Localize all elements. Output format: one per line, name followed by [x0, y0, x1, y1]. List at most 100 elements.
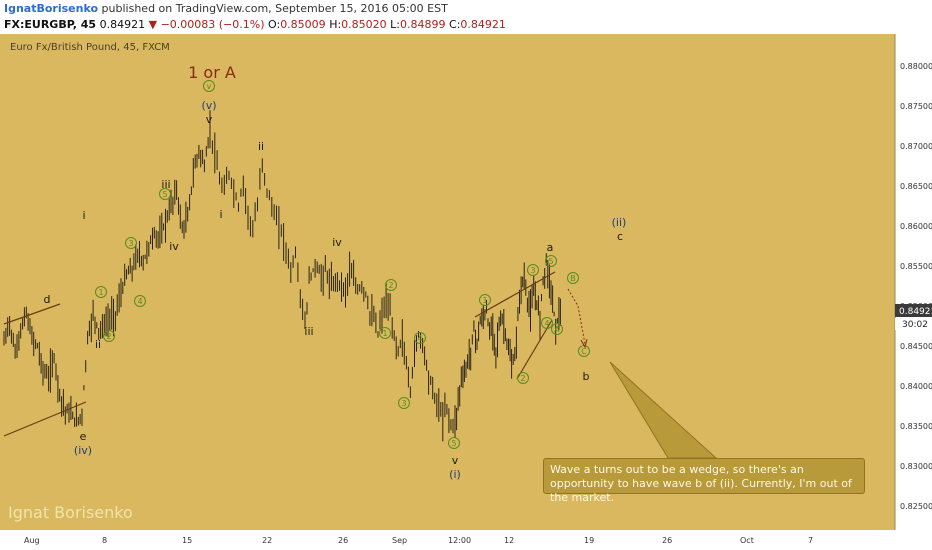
- last-price: 0.84921: [99, 18, 146, 31]
- symbol-label: FX:EURGBP, 45: [4, 18, 97, 31]
- wave-label: iii: [161, 178, 170, 191]
- close-value: 0.84921: [460, 18, 506, 31]
- wave-label-circle: [125, 237, 137, 249]
- wave-label: (i): [449, 468, 461, 481]
- wave-label: iv: [169, 240, 179, 253]
- watermark: Ignat Borisenko: [8, 503, 133, 522]
- wave-label-circle: [414, 332, 426, 344]
- price-chart[interactable]: Euro Fx/British Pound, 45, FXCM 1 or Av(…: [0, 34, 932, 550]
- high-label: H:: [329, 18, 342, 31]
- wave-label: 3: [530, 266, 535, 275]
- wave-label: b: [583, 370, 590, 383]
- wave-label-circle: [527, 264, 539, 276]
- wave-label: 4: [544, 319, 549, 328]
- wave-label: ii: [258, 140, 264, 153]
- y-tick-label: 0.86000: [900, 222, 932, 231]
- publish-date: published on TradingView.com, September …: [101, 2, 448, 15]
- wave-label-circle: [517, 372, 529, 384]
- x-tick-label: Sep: [392, 536, 407, 545]
- wave-label-circle: [479, 294, 491, 306]
- wave-label-circle: [398, 397, 410, 409]
- wave-label: 1: [382, 329, 387, 338]
- chart-title: Euro Fx/British Pound, 45, FXCM: [10, 42, 170, 53]
- trend-line: [474, 271, 556, 318]
- wave-label-circle: [103, 330, 115, 342]
- y-tick-label: 0.85500: [900, 262, 932, 271]
- wave-label: e: [80, 430, 87, 443]
- wave-label-circle: [159, 188, 171, 200]
- wave-label: 5: [548, 257, 553, 266]
- wave-label: 2: [106, 332, 111, 341]
- x-tick-label: 12:00: [448, 536, 471, 545]
- low-label: L:: [390, 18, 401, 31]
- change-arrow-icon: ▼: [148, 18, 158, 31]
- wave-label: v: [206, 113, 213, 126]
- trend-line: [3, 303, 61, 325]
- wave-label: 5: [162, 190, 167, 199]
- wave-label: ii: [95, 338, 101, 351]
- wave-label: v: [207, 82, 212, 91]
- last-price-tag: 0.84921: [899, 307, 932, 317]
- wave-label-circle: [448, 437, 460, 449]
- wave-label: d: [44, 293, 51, 306]
- wave-label: iv: [332, 236, 342, 249]
- wave-label: 1: [482, 296, 487, 305]
- price-axis[interactable]: [895, 34, 932, 530]
- wave-label: 5: [451, 439, 456, 448]
- x-tick-label: 22: [262, 536, 272, 545]
- wave-label-circle: [551, 323, 563, 335]
- wave-label-circle: [134, 295, 146, 307]
- time-axis[interactable]: [0, 530, 932, 550]
- x-tick-label: 26: [662, 536, 672, 545]
- trend-lines: [3, 271, 556, 437]
- wave-label: (iv): [74, 444, 92, 457]
- trend-line: [3, 401, 87, 437]
- x-tick-label: Aug: [24, 536, 40, 545]
- projection-arrow: [567, 288, 588, 349]
- wave-label-circle: [541, 317, 553, 329]
- y-tick-label: 0.83000: [900, 462, 932, 471]
- wave-label-circle: [567, 272, 579, 284]
- wave-label: v: [452, 454, 459, 467]
- wave-label: C: [581, 347, 587, 356]
- analysis-note: Wave a turns out to be a wedge, so there…: [543, 458, 865, 504]
- trend-line: [516, 319, 553, 380]
- wave-label-circle: [203, 80, 215, 92]
- y-tick-label: 0.88000: [900, 62, 932, 71]
- y-tick-label: 0.84000: [900, 382, 932, 391]
- wave-label-circle: [385, 279, 397, 291]
- price-ticks: 0.88000 0.87500 0.87000 0.86500 0.86000 0.855…: [900, 62, 932, 511]
- time-ticks: Aug 8 15 22 26 Sep 12:00 12 19 26 Oct 7: [24, 536, 813, 545]
- author-link[interactable]: IgnatBorisenko: [4, 2, 99, 15]
- y-tick-label: 0.87000: [900, 142, 932, 151]
- wave-label-circle: [379, 327, 391, 339]
- wave-label: 2: [520, 374, 525, 383]
- wave-label: (v): [201, 99, 216, 112]
- x-tick-label: 26: [338, 536, 348, 545]
- wave-label: iii: [304, 325, 313, 338]
- last-price-badge: [895, 304, 932, 317]
- wave-label: 1 or A: [188, 63, 236, 82]
- ohlc-line: FX:EURGBP, 45 0.84921 ▼ −0.00083 (−0.1%)…: [4, 18, 506, 31]
- wave-label: 4: [417, 334, 422, 343]
- y-tick-label: 0.87500: [900, 102, 932, 111]
- x-tick-label: 19: [584, 536, 594, 545]
- countdown-tag: 30:02: [902, 320, 928, 330]
- x-tick-label: Oct: [740, 536, 754, 545]
- wave-label-circle: [545, 255, 557, 267]
- high-value: 0.85020: [341, 18, 387, 31]
- wave-label: (ii): [612, 216, 627, 229]
- y-tick-label: 0.84500: [900, 342, 932, 351]
- open-label: O:: [268, 18, 281, 31]
- open-value: 0.85009: [280, 18, 326, 31]
- wave-label: 3: [401, 399, 406, 408]
- chart-header: IgnatBorisenko published on TradingView.…: [0, 0, 932, 34]
- wave-label: B: [570, 274, 576, 283]
- wave-label: A: [554, 325, 560, 334]
- wave-label-circle: [95, 286, 107, 298]
- x-tick-label: 7: [808, 536, 813, 545]
- y-tick-label: 0.83500: [900, 422, 932, 431]
- plot-area[interactable]: [0, 34, 895, 530]
- change-value: −0.00083 (−0.1%): [160, 18, 265, 31]
